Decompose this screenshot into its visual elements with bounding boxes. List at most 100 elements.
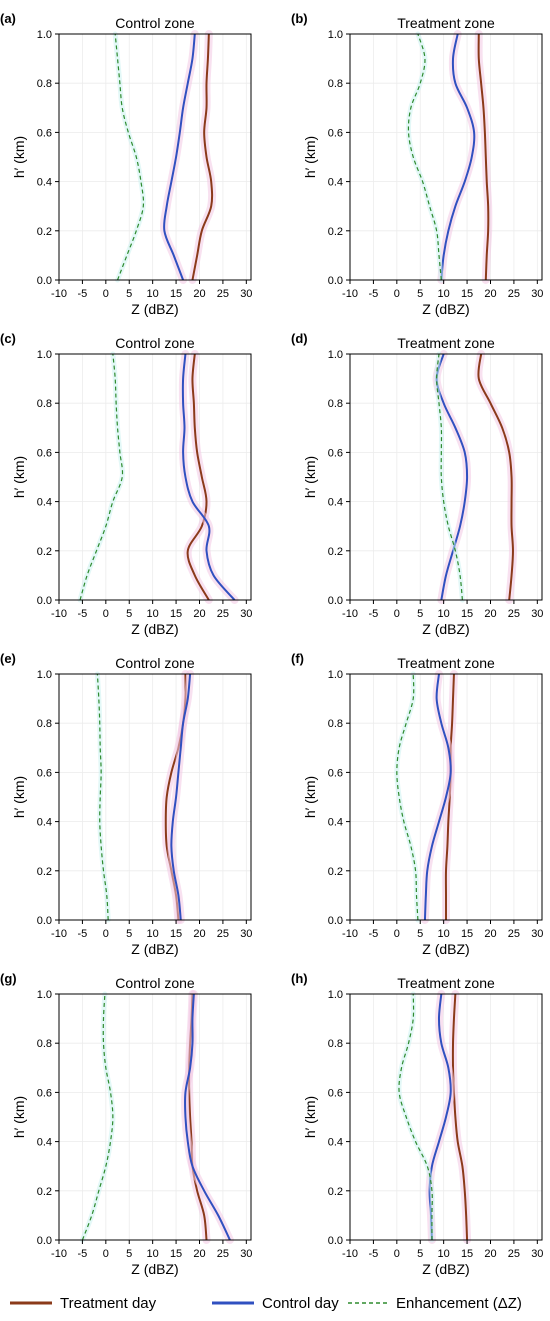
x-tick-label: 20: [193, 288, 205, 300]
plot-frame: [349, 673, 543, 921]
x-tick-label: 20: [193, 928, 205, 940]
x-tick-label: 0: [103, 1248, 109, 1260]
x-tick-label: 15: [170, 288, 182, 300]
y-tick-label: 0.2: [37, 866, 52, 878]
series-line-enhancement: [114, 33, 145, 281]
y-axis-label: h′ (km): [11, 136, 27, 178]
y-tick-label: 0.6: [37, 127, 52, 139]
y-tick-label: 0.8: [328, 398, 343, 410]
plot-frame: [58, 33, 252, 281]
x-tick-label: 30: [240, 1248, 252, 1260]
y-tick-label: 0.6: [328, 447, 343, 459]
x-tick-label: 25: [217, 608, 229, 620]
y-tick-label: 0.8: [37, 78, 52, 90]
x-tick-label: -5: [78, 1248, 88, 1260]
x-tick-label: 0: [394, 288, 400, 300]
x-tick-label: 5: [417, 928, 423, 940]
x-tick-label: 10: [147, 288, 159, 300]
x-axis-label: Z (dBZ): [131, 301, 178, 317]
x-tick-label: -5: [369, 1248, 379, 1260]
y-tick-label: 0.0: [37, 1235, 52, 1247]
panel-c: -10 -5 0 5 10 15 20 25 30 0.0 0.2 0.4 0.6 0.8 1.0 Contr…: [0, 331, 252, 637]
y-tick-label: 1.0: [37, 349, 52, 361]
y-tick-label: 0.0: [37, 915, 52, 927]
panel-tag: (e): [0, 651, 16, 666]
y-tick-label: 0.6: [328, 127, 343, 139]
x-axis-label: Z (dBZ): [422, 621, 469, 637]
y-tick-label: 0.0: [328, 915, 343, 927]
x-tick-label: -5: [369, 928, 379, 940]
legend-label-enhancement: Enhancement (ΔZ): [396, 1295, 522, 1312]
series-band: [394, 671, 421, 923]
y-tick-label: 0.8: [328, 718, 343, 730]
y-tick-label: 0.6: [328, 1087, 343, 1099]
legend-item-enhancement: Enhancement (ΔZ): [348, 1295, 522, 1312]
x-tick-label: 30: [531, 1248, 543, 1260]
series-line-treatment-day: [451, 993, 469, 1241]
x-tick-label: 25: [217, 1248, 229, 1260]
y-tick-label: 0.8: [37, 1038, 52, 1050]
x-tick-label: 5: [417, 288, 423, 300]
panel-a: -10 -5 0 5 10 15 20 25 30 0.0 0.2 0.4 0.6 0.8 1.0 Contr…: [0, 11, 252, 317]
x-tick-label: 30: [531, 928, 543, 940]
y-tick-label: 1.0: [328, 989, 343, 1001]
y-tick-label: 0.4: [37, 817, 52, 829]
x-tick-label: 30: [531, 608, 543, 620]
x-tick-label: 25: [508, 608, 520, 620]
x-tick-label: 10: [147, 928, 159, 940]
y-tick-label: 0.2: [328, 546, 343, 558]
plot-frame: [58, 353, 252, 601]
x-tick-label: 15: [170, 1248, 182, 1260]
y-axis-label: h′ (km): [302, 776, 318, 818]
x-tick-label: 0: [103, 608, 109, 620]
plot-frame: [58, 673, 252, 921]
x-tick-label: 20: [484, 608, 496, 620]
x-tick-label: 5: [126, 608, 132, 620]
series-line-treatment-day: [477, 33, 490, 281]
series-line-control-day: [181, 353, 236, 601]
x-axis-label: Z (dBZ): [131, 621, 178, 637]
x-tick-label: 10: [438, 608, 450, 620]
panel-title: Control zone: [115, 335, 195, 351]
x-tick-label: 15: [461, 608, 473, 620]
series-line-enhancement: [79, 353, 124, 601]
panel-d: -10 -5 0 5 10 15 20 25 30 0.0 0.2 0.4 0.6 0.8 1.0 Treat…: [291, 331, 543, 637]
series-line-treatment-day: [186, 353, 210, 601]
x-tick-label: 5: [126, 1248, 132, 1260]
x-tick-label: -10: [51, 288, 67, 300]
panel-title: Treatment zone: [397, 655, 495, 671]
y-axis-label: h′ (km): [11, 1096, 27, 1138]
panel-tag: (a): [0, 11, 16, 26]
x-tick-label: 30: [240, 928, 252, 940]
x-tick-label: 0: [394, 608, 400, 620]
y-tick-label: 0.0: [328, 275, 343, 287]
y-axis-label: h′ (km): [302, 456, 318, 498]
y-tick-label: 1.0: [328, 669, 343, 681]
x-tick-label: -5: [369, 608, 379, 620]
x-tick-label: 5: [126, 288, 132, 300]
panel-e: -10 -5 0 5 10 15 20 25 30 0.0 0.2 0.4 0.6 0.8 1.0 Contr…: [0, 651, 252, 957]
y-tick-label: 0.8: [328, 78, 343, 90]
series-line-control-day: [183, 993, 231, 1241]
x-tick-label: 15: [461, 928, 473, 940]
x-tick-label: 10: [438, 288, 450, 300]
y-tick-label: 0.0: [37, 595, 52, 607]
legend-label-control-day: Control day: [262, 1295, 339, 1312]
y-tick-label: 0.0: [328, 1235, 343, 1247]
x-tick-label: 25: [217, 928, 229, 940]
y-tick-label: 0.6: [37, 447, 52, 459]
x-tick-label: -10: [342, 288, 358, 300]
panel-g: -10 -5 0 5 10 15 20 25 30 0.0 0.2 0.4 0.6 0.8 1.0 Contr…: [0, 971, 252, 1277]
legend-item-treatment-day: Treatment day: [10, 1295, 157, 1312]
series-line-control-day: [440, 33, 476, 281]
y-tick-label: 0.8: [37, 398, 52, 410]
y-axis-label: h′ (km): [11, 456, 27, 498]
x-tick-label: 10: [438, 928, 450, 940]
y-tick-label: 0.2: [328, 866, 343, 878]
panel-tag: (h): [291, 971, 308, 986]
y-axis-label: h′ (km): [302, 1096, 318, 1138]
y-tick-label: 0.4: [328, 497, 343, 509]
x-tick-label: 20: [484, 1248, 496, 1260]
x-tick-label: 5: [126, 928, 132, 940]
